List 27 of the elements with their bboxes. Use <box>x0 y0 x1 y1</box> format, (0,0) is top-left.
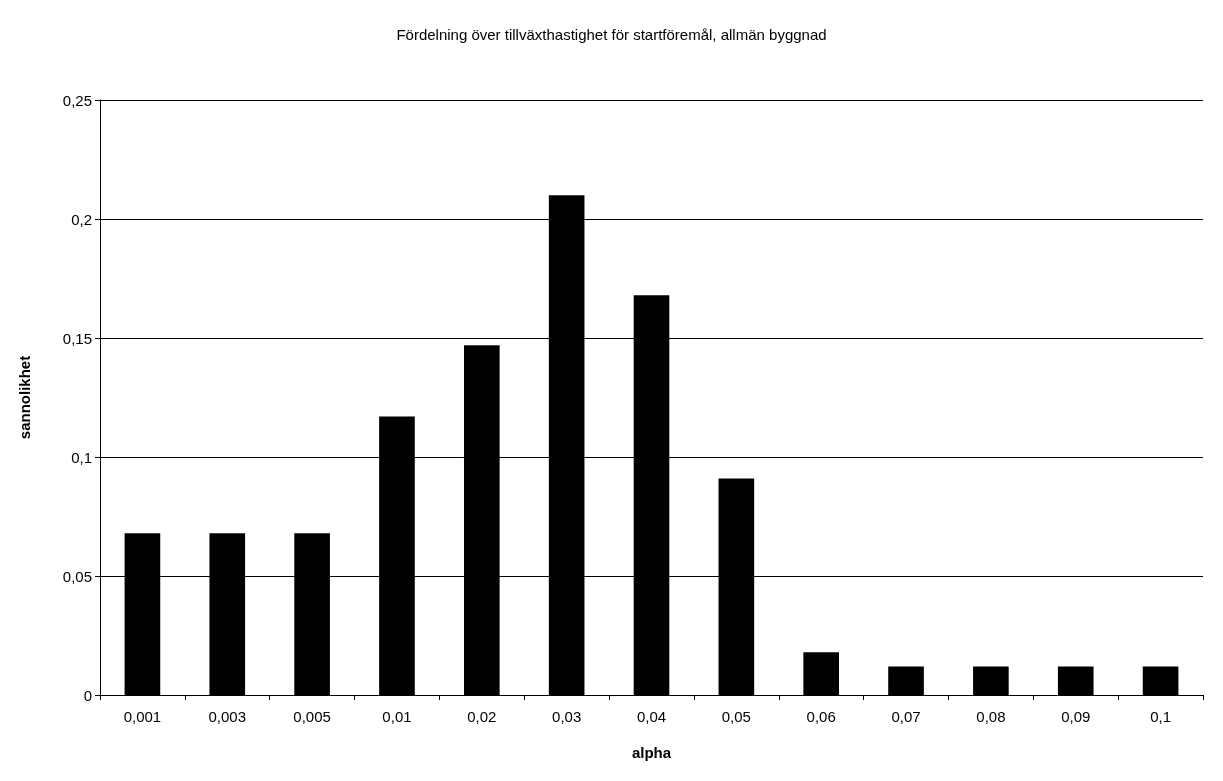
x-tick-label: 0,005 <box>293 708 331 725</box>
x-tick-label: 0,01 <box>382 708 412 725</box>
bar <box>973 666 1009 695</box>
x-tick-label: 0,08 <box>976 708 1006 725</box>
y-tick-label: 0,05 <box>62 567 92 585</box>
x-tick-label: 0,09 <box>1061 708 1091 725</box>
x-tick-label: 0,03 <box>552 708 582 725</box>
bar <box>1057 666 1094 695</box>
x-tick-label: 0,05 <box>721 708 751 725</box>
x-tick-label: 0,003 <box>208 708 247 725</box>
bar <box>803 652 840 695</box>
y-tick-label: 0,25 <box>62 91 92 109</box>
x-tick-label: 0,04 <box>636 708 667 725</box>
x-tick-label: 0,07 <box>891 708 921 725</box>
x-tick-label: 0,06 <box>806 708 836 725</box>
chart-title: Fördelning över tillväxthastighet för startföremål, allmän byggnad <box>396 26 827 43</box>
x-axis-title: alpha <box>631 744 672 761</box>
x-tick-label: 0,02 <box>467 708 497 725</box>
x-tick-label: 0,001 <box>123 708 162 725</box>
x-tick-label: 0,1 <box>1150 708 1172 725</box>
y-axis-title: sannolikhet <box>16 355 33 440</box>
y-tick-label: 0,1 <box>71 448 92 466</box>
y-tick-label: 0,2 <box>71 210 92 228</box>
y-tick-label: 0,15 <box>62 329 92 347</box>
bar <box>1142 666 1179 695</box>
bar <box>888 666 924 695</box>
y-tick-label: 0 <box>83 686 92 704</box>
